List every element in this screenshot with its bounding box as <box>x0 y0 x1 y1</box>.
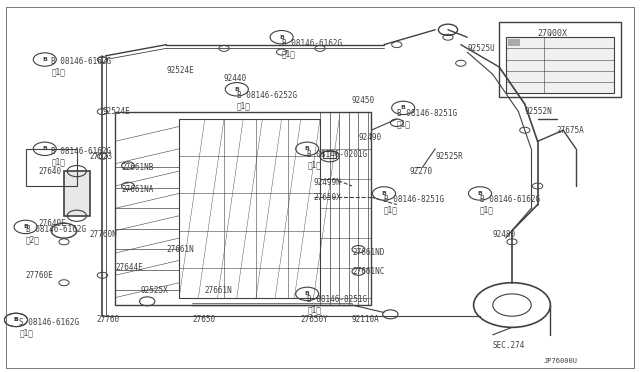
Text: 27650: 27650 <box>192 315 215 324</box>
Text: B: B <box>279 35 284 40</box>
Text: 27000X: 27000X <box>538 29 568 38</box>
Text: 27661ND: 27661ND <box>352 248 385 257</box>
Text: 92524E: 92524E <box>102 107 130 116</box>
Text: B 08146-6162G
（1）: B 08146-6162G （1） <box>480 195 540 214</box>
Text: 27640E: 27640E <box>38 219 66 228</box>
Text: 27650X: 27650X <box>314 193 341 202</box>
Text: 27661NA: 27661NA <box>122 185 154 194</box>
Text: B: B <box>305 146 310 151</box>
Text: B 08146-6162G
（1）: B 08146-6162G （1） <box>51 57 111 77</box>
Bar <box>323 151 336 158</box>
Bar <box>26 149 77 186</box>
Bar <box>506 37 614 93</box>
Text: B: B <box>234 87 239 92</box>
Text: B 08146-6162G
（2）: B 08146-6162G （2） <box>26 225 86 244</box>
Text: 92525R: 92525R <box>435 152 463 161</box>
Bar <box>64 171 90 216</box>
Text: 27623: 27623 <box>90 152 113 161</box>
Text: 92525U: 92525U <box>467 44 495 53</box>
Text: 92552N: 92552N <box>525 107 552 116</box>
Text: 92499N: 92499N <box>314 178 341 187</box>
Text: B: B <box>477 191 483 196</box>
Text: 92524E: 92524E <box>166 66 194 75</box>
Bar <box>115 112 371 305</box>
Text: 27760N: 27760N <box>90 230 117 239</box>
Text: 27760: 27760 <box>96 315 119 324</box>
Bar <box>508 39 520 46</box>
Text: B 08146-6162G
（1）: B 08146-6162G （1） <box>51 147 111 166</box>
Text: SEC.274: SEC.274 <box>493 341 525 350</box>
Text: B 08146-0201G
（1）: B 08146-0201G （1） <box>307 150 367 170</box>
Text: B: B <box>401 105 406 110</box>
Text: B 08146-6162G
（1）: B 08146-6162G （1） <box>282 39 342 58</box>
Text: B 08146-8251G
（1）: B 08146-8251G （1） <box>307 295 367 315</box>
Text: 27675A: 27675A <box>557 126 584 135</box>
Text: B 08146-8251G
（1）: B 08146-8251G （1） <box>384 195 444 214</box>
Bar <box>179 119 320 298</box>
Text: 27661NC: 27661NC <box>352 267 385 276</box>
Text: 27644E: 27644E <box>115 263 143 272</box>
Text: B: B <box>42 146 47 151</box>
Text: 27661NB: 27661NB <box>122 163 154 172</box>
Text: 92270: 92270 <box>410 167 433 176</box>
Text: 27661N: 27661N <box>166 245 194 254</box>
Text: S 08146-6162G
（1）: S 08146-6162G （1） <box>19 318 79 337</box>
Bar <box>499 22 621 97</box>
Text: 92110A: 92110A <box>352 315 380 324</box>
Text: 27760E: 27760E <box>26 271 53 280</box>
Text: S: S <box>13 317 19 323</box>
Text: B 08146-8251G
（1）: B 08146-8251G （1） <box>397 109 457 129</box>
Text: B: B <box>381 191 387 196</box>
Text: 92450: 92450 <box>352 96 375 105</box>
Text: 92480: 92480 <box>493 230 516 239</box>
Text: B 08146-6252G
（1）: B 08146-6252G （1） <box>237 91 297 110</box>
Text: B: B <box>23 224 28 230</box>
Text: B: B <box>305 291 310 296</box>
Text: 27650Y: 27650Y <box>301 315 328 324</box>
Text: B: B <box>13 317 19 323</box>
Text: 92440: 92440 <box>224 74 247 83</box>
Text: 92490: 92490 <box>358 133 381 142</box>
Text: B: B <box>42 57 47 62</box>
Text: 92525X: 92525X <box>141 286 168 295</box>
Text: 27661N: 27661N <box>205 286 232 295</box>
Text: 27640: 27640 <box>38 167 61 176</box>
Text: JP76000U: JP76000U <box>544 358 578 364</box>
